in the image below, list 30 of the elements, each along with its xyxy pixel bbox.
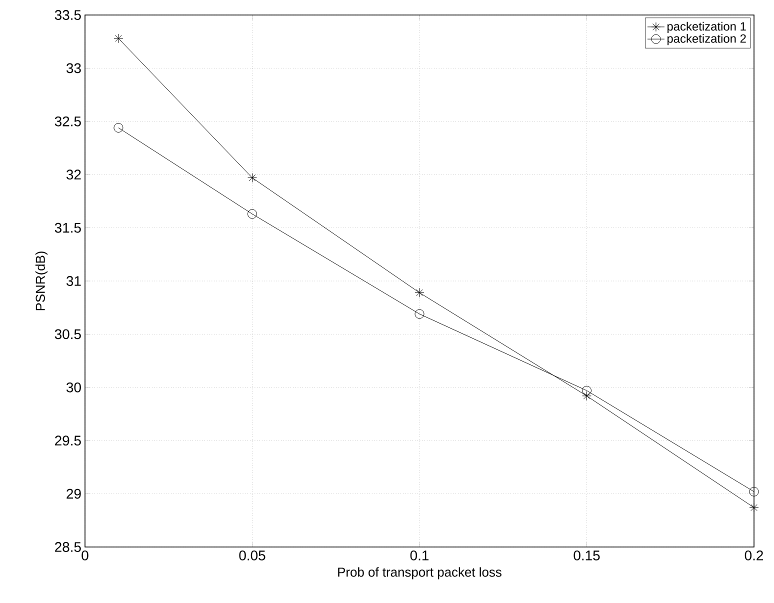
y-tick-label: 33.5: [54, 10, 81, 20]
y-tick-label: 32: [66, 170, 81, 180]
x-axis-title: Prob of transport packet loss: [338, 567, 502, 580]
legend-label: packetization 2: [667, 34, 746, 46]
point: [114, 123, 124, 133]
x-tick-label: 0: [82, 550, 88, 560]
x-tick-label: 0.05: [239, 550, 266, 560]
point: [114, 34, 124, 44]
y-tick-label: 33: [66, 63, 81, 74]
y-tick-label: 30: [66, 382, 81, 392]
y-tick-label: 31: [66, 276, 81, 286]
point: [749, 486, 759, 496]
point: [582, 391, 592, 401]
x-tick-label: 0.2: [744, 550, 764, 560]
y-tick-label: 29: [66, 488, 81, 499]
y-tick-label: 29.5: [55, 436, 81, 446]
x-tick-label: 0.15: [574, 550, 600, 560]
point: [749, 502, 759, 512]
legend-label: packetization 1: [667, 22, 746, 33]
x-tick-label: 0.1: [410, 550, 429, 560]
y-tick-label: 32.5: [54, 116, 81, 126]
point: [248, 209, 257, 219]
y-tick-label: 30.5: [54, 329, 81, 340]
y-tick-label: 31.5: [54, 222, 81, 233]
point: [248, 173, 257, 183]
point: [414, 309, 424, 319]
point: [582, 386, 592, 396]
y-axis-title: PSNR(dB): [35, 252, 48, 310]
y-tick-label: 28.5: [55, 542, 81, 552]
point: [414, 288, 424, 298]
